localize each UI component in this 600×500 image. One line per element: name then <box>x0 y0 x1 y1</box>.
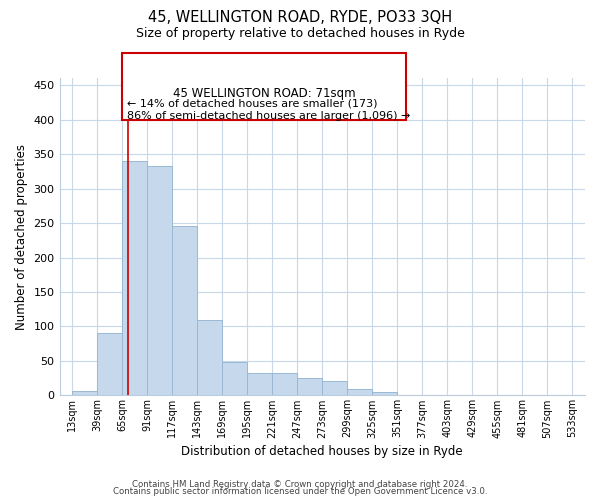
Bar <box>272 374 297 396</box>
Bar <box>297 378 322 396</box>
Text: 86% of semi-detached houses are larger (1,096) →: 86% of semi-detached houses are larger (… <box>127 112 411 122</box>
X-axis label: Distribution of detached houses by size in Ryde: Distribution of detached houses by size … <box>181 444 463 458</box>
Text: Size of property relative to detached houses in Ryde: Size of property relative to detached ho… <box>136 28 464 40</box>
Bar <box>397 394 422 396</box>
Text: ← 14% of detached houses are smaller (173): ← 14% of detached houses are smaller (17… <box>127 99 378 109</box>
Bar <box>547 394 572 396</box>
Bar <box>147 166 172 396</box>
Bar <box>97 334 122 396</box>
Bar <box>373 392 397 396</box>
Bar <box>347 388 373 396</box>
Bar <box>422 394 448 396</box>
Bar <box>222 362 247 396</box>
Bar <box>322 381 347 396</box>
FancyBboxPatch shape <box>122 53 406 120</box>
Bar <box>197 320 222 396</box>
Y-axis label: Number of detached properties: Number of detached properties <box>15 144 28 330</box>
Bar <box>122 161 147 396</box>
Bar <box>72 390 97 396</box>
Bar <box>247 372 272 396</box>
Text: Contains HM Land Registry data © Crown copyright and database right 2024.: Contains HM Land Registry data © Crown c… <box>132 480 468 489</box>
Bar <box>172 226 197 396</box>
Text: 45, WELLINGTON ROAD, RYDE, PO33 3QH: 45, WELLINGTON ROAD, RYDE, PO33 3QH <box>148 10 452 25</box>
Text: Contains public sector information licensed under the Open Government Licence v3: Contains public sector information licen… <box>113 488 487 496</box>
Text: 45 WELLINGTON ROAD: 71sqm: 45 WELLINGTON ROAD: 71sqm <box>173 86 355 100</box>
